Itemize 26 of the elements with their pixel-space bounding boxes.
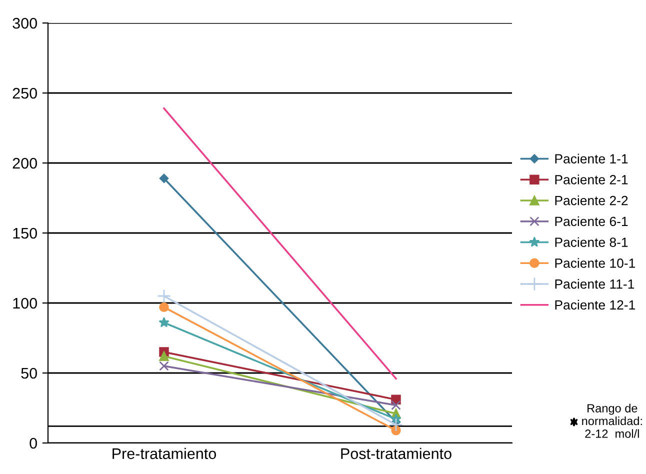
text: Rango de normalidad: 2-12 mol/l: [582, 404, 642, 438]
point: [391, 400, 401, 410]
y-tick-label: 250: [12, 88, 37, 99]
point: [158, 317, 170, 328]
point: [159, 302, 169, 312]
y-tick-label: 100: [13, 298, 37, 309]
y-tick-label: 150: [13, 228, 37, 239]
point: [389, 418, 403, 432]
legend-label: Paciente 10-1: [555, 258, 635, 268]
legend-label: Paciente 2-1: [555, 174, 628, 184]
legend-label: Paciente 8-1: [555, 237, 628, 247]
y-tick-label: 0: [30, 438, 37, 449]
legend-label: Paciente 11-1: [555, 279, 634, 289]
point: [159, 361, 169, 371]
y-tick-label: 300: [12, 18, 37, 29]
y-tick-label: 50: [21, 368, 37, 379]
x-tick-label: Pre-tratamiento: [112, 448, 216, 460]
legend-label: Paciente 6-1: [555, 216, 628, 226]
legend-label: Paciente 12-1: [555, 300, 635, 310]
legend-label: Paciente 1-1: [555, 154, 628, 164]
legend-label: Paciente 2-2: [555, 196, 628, 206]
x-tick-label: Post-tratamiento: [341, 448, 452, 460]
point: [159, 174, 169, 184]
point: [159, 351, 169, 362]
y-tick-label: 200: [12, 158, 37, 169]
point: [157, 289, 171, 303]
